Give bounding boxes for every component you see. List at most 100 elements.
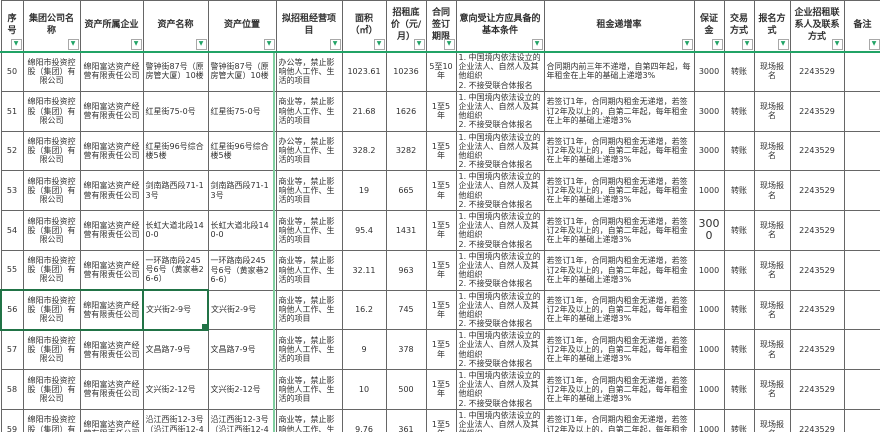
cell-remark[interactable] xyxy=(843,130,880,172)
filter-dropdown-icon[interactable]: ▼ xyxy=(10,39,22,50)
filter-dropdown-icon[interactable]: ▼ xyxy=(711,39,723,50)
cell-asset_location[interactable]: 红星街75-0号 xyxy=(207,90,277,132)
cell-rent_increase[interactable]: 若签订1年，合同期内租金无递增，若签订2年及以上的，自第二年起，每年租金在上年的… xyxy=(543,90,695,132)
cell-base_price[interactable]: 500 xyxy=(385,369,427,410)
filter-dropdown-icon[interactable]: ▼ xyxy=(831,39,843,50)
cell-remark[interactable] xyxy=(843,329,880,370)
filter-dropdown-icon[interactable]: ▼ xyxy=(413,39,425,50)
cell-asset_location[interactable]: 红星街96号综合楼5楼 xyxy=(207,130,277,172)
cell-base_price[interactable]: 1431 xyxy=(385,210,427,251)
cell-signup_method[interactable]: 现场报名 xyxy=(753,249,791,291)
cell-conditions[interactable]: 1. 中国境内依法设立的企业法人、自然人及其他组织 2. 不接受联合体报名 xyxy=(455,408,545,432)
cell-remark[interactable] xyxy=(843,90,880,132)
cell-base_price[interactable]: 745 xyxy=(385,289,427,331)
cell-asset_location[interactable]: 文兴街2-12号 xyxy=(207,369,277,410)
cell-conditions[interactable]: 1. 中国境内依法设立的企业法人、自然人及其他组织 2. 不接受联合体报名 xyxy=(455,329,545,370)
cell-deposit[interactable]: 1000 xyxy=(693,329,725,370)
cell-rent_increase[interactable]: 若签订1年，合同期内租金无递增，若签订2年及以上的，自第二年起，每年租金在上年的… xyxy=(543,329,695,370)
filter-dropdown-icon[interactable]: ▼ xyxy=(130,39,142,50)
cell-trade_method[interactable]: 转账 xyxy=(723,249,755,291)
cell-group[interactable]: 绵阳市投资控股（集团）有限公司 xyxy=(22,408,81,432)
cell-enterprise[interactable]: 绵阳富达资产经营有限责任公司 xyxy=(79,249,144,291)
cell-conditions[interactable]: 1. 中国境内依法设立的企业法人、自然人及其他组织 2. 不接受联合体报名 xyxy=(455,130,545,172)
cell-area[interactable]: 95.4 xyxy=(341,210,387,251)
cell-trade_method[interactable]: 转账 xyxy=(723,408,755,432)
cell-signup_method[interactable]: 现场报名 xyxy=(753,408,791,432)
cell-term[interactable]: 1至5年 xyxy=(425,210,457,251)
filter-dropdown-icon[interactable]: ▼ xyxy=(373,39,385,50)
cell-remark[interactable] xyxy=(843,210,880,251)
cell-conditions[interactable]: 1. 中国境内依法设立的企业法人、自然人及其他组织 2. 不接受联合体报名 xyxy=(455,51,545,92)
cell-asset_name[interactable]: 长虹大道北段140-0 xyxy=(142,210,209,251)
active-cell[interactable]: 文兴街2-9号 xyxy=(142,289,209,331)
cell-remark[interactable] xyxy=(843,289,880,331)
cell-rent_increase[interactable]: 若签订1年，合同期内租金无递增，若签订2年及以上的，自第二年起，每年租金在上年的… xyxy=(543,408,695,432)
cell-group[interactable]: 绵阳市投资控股（集团）有限公司 xyxy=(22,329,81,370)
cell-deposit[interactable]: 3000 xyxy=(693,130,725,172)
cell-seq[interactable]: 58 xyxy=(0,369,24,410)
cell-project[interactable]: 商业等，禁止影响他人工作、生活的项目 xyxy=(275,408,343,432)
cell-signup_method[interactable]: 现场报名 xyxy=(753,51,791,92)
cell-trade_method[interactable]: 转账 xyxy=(723,170,755,211)
cell-trade_method[interactable]: 转账 xyxy=(723,289,755,331)
cell-term[interactable]: 1至5年 xyxy=(425,130,457,172)
cell-seq[interactable]: 53 xyxy=(0,170,24,211)
cell-signup_method[interactable]: 现场报名 xyxy=(753,329,791,370)
cell-term[interactable]: 1至5年 xyxy=(425,90,457,132)
cell-term[interactable]: 1至5年 xyxy=(425,408,457,432)
cell-conditions[interactable]: 1. 中国境内依法设立的企业法人、自然人及其他组织 2. 不接受联合体报名 xyxy=(455,210,545,251)
cell-term[interactable]: 1至5年 xyxy=(425,369,457,410)
cell-asset_name[interactable]: 红星街96号综合楼5楼 xyxy=(142,130,209,172)
cell-asset_location[interactable]: 剑南路西段71-13号 xyxy=(207,170,277,211)
cell-asset_location[interactable]: 文昌路7-9号 xyxy=(207,329,277,370)
cell-seq[interactable]: 51 xyxy=(0,90,24,132)
cell-seq[interactable]: 59 xyxy=(0,408,24,432)
filter-dropdown-icon[interactable]: ▼ xyxy=(329,39,341,50)
cell-area[interactable]: 9 xyxy=(341,329,387,370)
cell-group[interactable]: 绵阳市投资控股（集团）有限公司 xyxy=(22,170,81,211)
cell-seq[interactable]: 54 xyxy=(0,210,24,251)
cell-enterprise[interactable]: 绵阳富达资产经营有限责任公司 xyxy=(79,130,144,172)
cell-contact[interactable]: 2243529 xyxy=(789,210,845,251)
cell-conditions[interactable]: 1. 中国境内依法设立的企业法人、自然人及其他组织 2. 不接受联合体报名 xyxy=(455,249,545,291)
cell-asset_name[interactable]: 红星街75-0号 xyxy=(142,90,209,132)
cell-trade_method[interactable]: 转账 xyxy=(723,329,755,370)
cell-deposit[interactable]: 1000 xyxy=(693,369,725,410)
cell-term[interactable]: 5至10年 xyxy=(425,51,457,92)
cell-conditions[interactable]: 1. 中国境内依法设立的企业法人、自然人及其他组织 2. 不接受联合体报名 xyxy=(455,289,545,331)
cell-deposit[interactable]: 3000 xyxy=(693,90,725,132)
cell-group[interactable]: 绵阳市投资控股（集团）有限公司 xyxy=(22,249,81,291)
cell-area[interactable]: 10 xyxy=(341,369,387,410)
cell-project[interactable]: 商业等，禁止影响他人工作、生活的项目 xyxy=(275,170,343,211)
cell-base_price[interactable]: 1626 xyxy=(385,90,427,132)
cell-area[interactable]: 21.68 xyxy=(341,90,387,132)
cell-area[interactable]: 9.76 xyxy=(341,408,387,432)
cell-trade_method[interactable]: 转账 xyxy=(723,51,755,92)
cell-project[interactable]: 商业等，禁止影响他人工作、生活的项目 xyxy=(275,329,343,370)
cell-contact[interactable]: 2243529 xyxy=(789,369,845,410)
cell-group[interactable]: 绵阳市投资控股（集团）有限公司 xyxy=(22,90,81,132)
cell-deposit[interactable]: 1000 xyxy=(693,289,725,331)
cell-seq[interactable]: 56 xyxy=(0,289,24,331)
filter-dropdown-icon[interactable]: ▼ xyxy=(681,39,693,50)
cell-project[interactable]: 办公等，禁止影响他人工作、生活的项目 xyxy=(275,51,343,92)
cell-deposit[interactable]: 1000 xyxy=(693,170,725,211)
cell-deposit[interactable]: 1000 xyxy=(693,249,725,291)
cell-term[interactable]: 1至5年 xyxy=(425,289,457,331)
cell-group[interactable]: 绵阳市投资控股（集团）有限公司 xyxy=(22,369,81,410)
filter-dropdown-icon[interactable]: ▼ xyxy=(195,39,207,50)
cell-base_price[interactable]: 963 xyxy=(385,249,427,291)
cell-seq[interactable]: 57 xyxy=(0,329,24,370)
cell-deposit[interactable]: 1000 xyxy=(693,408,725,432)
cell-base_price[interactable]: 361 xyxy=(385,408,427,432)
cell-asset_location[interactable]: 警钟街87号（原房管大厦）10楼 xyxy=(207,51,277,92)
cell-group[interactable]: 绵阳市投资控股（集团）有限公司 xyxy=(22,130,81,172)
cell-rent_increase[interactable]: 若签订1年，合同期内租金无递增，若签订2年及以上的，自第二年起，每年租金在上年的… xyxy=(543,130,695,172)
cell-contact[interactable]: 2243529 xyxy=(789,408,845,432)
cell-rent_increase[interactable]: 若签订1年，合同期内租金无递增，若签订2年及以上的，自第二年起，每年租金在上年的… xyxy=(543,249,695,291)
cell-area[interactable]: 32.11 xyxy=(341,249,387,291)
cell-trade_method[interactable]: 转账 xyxy=(723,90,755,132)
cell-contact[interactable]: 2243529 xyxy=(789,130,845,172)
cell-signup_method[interactable]: 现场报名 xyxy=(753,210,791,251)
cell-asset_name[interactable]: 警钟街87号（原房管大厦）10楼 xyxy=(142,51,209,92)
